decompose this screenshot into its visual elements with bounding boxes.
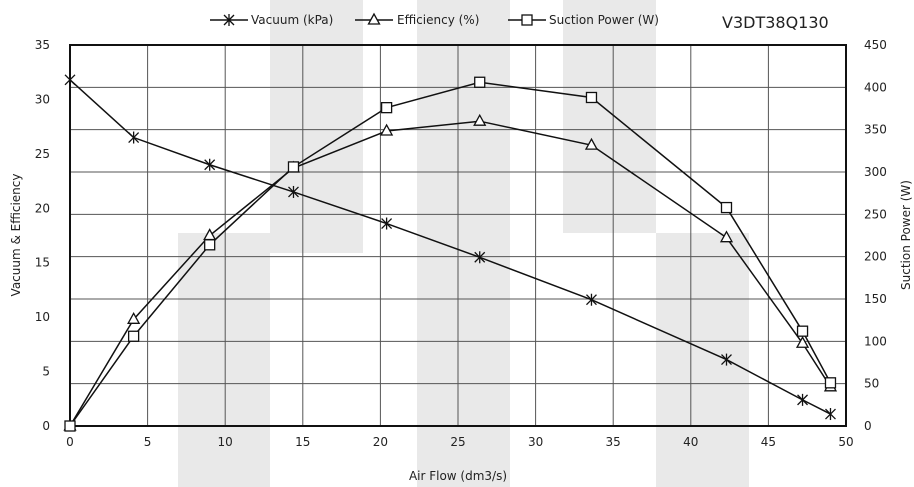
left-tick-label: 35 — [35, 38, 50, 52]
x-tick-label: 30 — [528, 435, 543, 449]
x-tick-label: 40 — [683, 435, 698, 449]
series-square — [64, 76, 837, 432]
legend-label: Efficiency (%) — [397, 13, 479, 27]
data-point-square — [585, 91, 598, 104]
left-tick-label: 20 — [35, 201, 50, 215]
x-tick-label: 25 — [450, 435, 465, 449]
right-tick-label: 100 — [864, 334, 887, 348]
right-tick-label: 450 — [864, 38, 887, 52]
legend-marker — [223, 14, 235, 26]
x-tick-label: 35 — [606, 435, 621, 449]
left-axis-title: Vacuum & Efficiency — [9, 174, 23, 297]
series-layer — [63, 73, 838, 432]
x-tick-label: 15 — [295, 435, 310, 449]
data-point-square — [287, 161, 300, 173]
data-point-triangle — [473, 113, 487, 126]
right-tick-label: 50 — [864, 377, 879, 391]
series-line-square — [69, 81, 832, 427]
data-point-star — [474, 251, 486, 264]
data-point-star — [586, 293, 597, 306]
legend: Vacuum (kPa) Efficiency (%) Suction Power … — [210, 12, 659, 27]
x-tick-label: 50 — [838, 435, 853, 449]
data-point-triangle — [380, 123, 394, 136]
legend-item: Efficiency (%) — [355, 12, 479, 27]
left-tick-label: 5 — [42, 365, 50, 379]
left-tick-label: 25 — [35, 147, 50, 161]
data-point-square — [474, 76, 486, 88]
x-axis-title: Air Flow (dm3/s) — [409, 469, 507, 483]
data-point-square — [796, 325, 809, 337]
left-tick-label: 30 — [35, 92, 50, 106]
data-point-triangle — [584, 137, 599, 150]
data-point-star — [204, 158, 216, 171]
legend-item: Vacuum (kPa) — [210, 13, 333, 27]
plot-frame — [69, 44, 847, 427]
right-tick-label: 300 — [864, 165, 887, 179]
data-point-triangle — [719, 230, 734, 243]
x-tick-label: 5 — [144, 435, 152, 449]
series-star — [64, 73, 836, 421]
right-tick-label: 200 — [864, 250, 887, 264]
data-point-star — [381, 217, 393, 230]
right-tick-label: 350 — [864, 123, 887, 137]
watermark-shape — [178, 0, 749, 487]
x-tick-label: 0 — [66, 435, 74, 449]
model-label: V3DT38Q130 — [722, 13, 829, 32]
data-point-square — [64, 420, 76, 432]
legend-label: Suction Power (W) — [549, 13, 659, 27]
right-tick-label: 150 — [864, 292, 887, 306]
x-tick-label: 10 — [218, 435, 233, 449]
x-tick-label: 20 — [373, 435, 388, 449]
series-line-star — [69, 79, 831, 415]
data-point-star — [721, 353, 732, 366]
data-point-square — [380, 102, 393, 114]
data-point-star — [64, 73, 76, 86]
legend-marker — [521, 14, 533, 26]
data-point-square — [127, 330, 140, 342]
data-point-triangle — [127, 311, 141, 324]
data-point-triangle — [795, 335, 810, 348]
left-tick-label: 0 — [42, 419, 50, 433]
data-point-star — [288, 185, 299, 198]
left-tick-label: 10 — [35, 310, 50, 324]
right-tick-label: 250 — [864, 207, 887, 221]
legend-marker — [367, 12, 381, 25]
grid — [70, 45, 846, 426]
x-tick-label: 45 — [761, 435, 776, 449]
legend-item: Suction Power (W) — [508, 13, 659, 27]
data-point-square — [204, 239, 216, 251]
legend-label: Vacuum (kPa) — [251, 13, 333, 27]
series-line-triangle — [69, 120, 832, 427]
data-point-square — [720, 201, 733, 214]
right-axis-title: Suction Power (W) — [899, 180, 913, 290]
right-axis-ticks: 0 50 100 150 200 250 300 350 400 450 — [864, 38, 887, 433]
x-axis-ticks: 0 5 10 15 20 25 30 35 40 45 50 — [66, 435, 853, 449]
left-tick-label: 15 — [35, 256, 50, 270]
left-axis-ticks: 0 5 10 15 20 25 30 35 — [35, 38, 50, 433]
data-point-star — [128, 131, 140, 144]
right-tick-label: 400 — [864, 80, 887, 94]
data-point-star — [797, 393, 809, 406]
data-point-star — [825, 408, 836, 421]
data-point-square — [824, 377, 837, 389]
right-tick-label: 0 — [864, 419, 872, 433]
